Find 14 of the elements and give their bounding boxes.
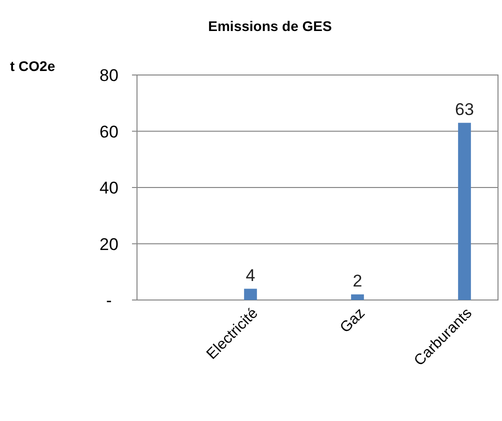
y-tick-label: 80 bbox=[100, 66, 118, 85]
y-tick-label: 20 bbox=[100, 234, 118, 254]
bar bbox=[244, 288, 257, 300]
y-tick-label: 40 bbox=[100, 178, 118, 198]
data-label: 63 bbox=[455, 100, 474, 119]
bar bbox=[351, 294, 364, 300]
y-axis-title: t CO2e bbox=[10, 58, 56, 74]
data-label: 4 bbox=[246, 266, 256, 285]
y-tick-label: - bbox=[106, 291, 112, 310]
x-tick-label: Gaz bbox=[336, 304, 368, 336]
y-tick-label: 60 bbox=[100, 122, 118, 142]
data-label: 2 bbox=[352, 271, 362, 290]
bar bbox=[458, 122, 471, 300]
chart-title: Emissions de GES bbox=[208, 18, 332, 34]
